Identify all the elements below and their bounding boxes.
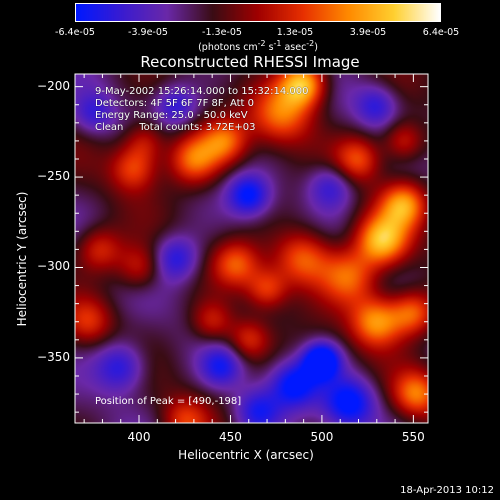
heatmap-image — [75, 74, 428, 423]
detectors: Detectors: 4F 5F 6F 7F 8F, Att 0 — [95, 98, 255, 109]
algorithm-counts: Clean Total counts: 3.72E+03 — [95, 122, 256, 133]
colorbar — [75, 3, 441, 22]
x-tick-label: 450 — [219, 430, 242, 444]
chart-title: Reconstructed RHESSI Image — [140, 53, 360, 71]
colorbar-tick: -1.3e-05 — [202, 27, 242, 38]
colorbar-tick: -3.9e-05 — [128, 27, 168, 38]
colorbar-tick: 6.4e-05 — [422, 27, 460, 38]
x-axis-label: Heliocentric X (arcsec) — [178, 448, 314, 462]
timestamp: 18-Apr-2013 10:12 — [400, 485, 494, 496]
y-tick-label: −250 — [37, 169, 70, 184]
colorbar-tick: 1.3e-05 — [276, 27, 314, 38]
y-axis-label: Heliocentric Y (arcsec) — [15, 191, 29, 327]
peak-position: Position of Peak = [490,-198] — [95, 396, 242, 407]
plot-frame — [74, 73, 429, 424]
x-tick-label: 400 — [127, 430, 151, 444]
y-tick-label: −300 — [37, 259, 70, 274]
colorbar-tick: -6.4e-05 — [55, 27, 95, 38]
x-tick-label: 500 — [310, 430, 334, 444]
colorbar-tick: 3.9e-05 — [349, 27, 387, 38]
time-range: 9-May-2002 15:26:14.000 to 15:32:14.000 — [95, 86, 309, 97]
y-tick-label: −350 — [37, 349, 70, 364]
colorbar-units: (photons cm-2 s-1 asec-2) — [198, 39, 318, 54]
energy-range: Energy Range: 25.0 - 50.0 keV — [95, 110, 248, 121]
y-tick-label: −200 — [37, 78, 70, 93]
x-tick-label: 550 — [401, 430, 425, 444]
axis-ticks — [75, 74, 428, 423]
